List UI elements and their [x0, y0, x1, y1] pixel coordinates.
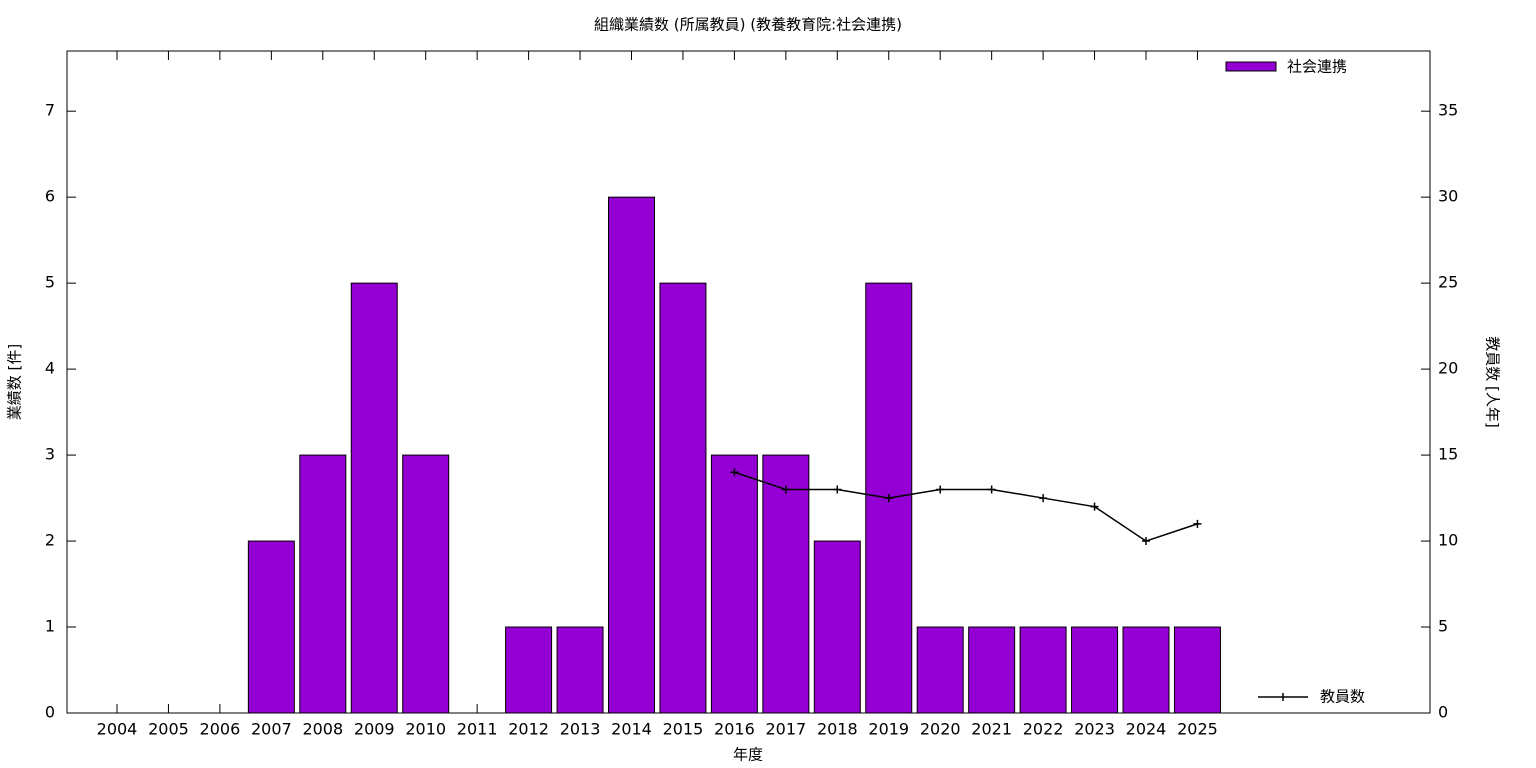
point [987, 485, 996, 494]
point [1193, 519, 1202, 528]
bar [968, 626, 1016, 714]
y-tick-label: 4 [45, 359, 55, 378]
y-tick-label: 1 [45, 617, 55, 636]
legend-swatch [1225, 61, 1277, 72]
bar [247, 540, 295, 714]
bar [659, 282, 707, 714]
x-tick-label: 2008 [302, 720, 343, 739]
x-tick-label: 2016 [714, 720, 755, 739]
x-tick-label: 2023 [1074, 720, 1115, 739]
y2-tick-label: 10 [1438, 531, 1458, 550]
y2-axis-label: 教員数 [人年] [1484, 336, 1502, 427]
legend-label: 教員数 [1320, 688, 1365, 706]
y2-tick-label: 30 [1438, 187, 1458, 206]
point [1142, 537, 1150, 546]
point [730, 468, 739, 477]
legend-label: 社会連携 [1287, 58, 1347, 76]
bar [556, 626, 604, 714]
x-tick-label: 2025 [1177, 720, 1218, 739]
point [781, 485, 790, 494]
x-tick-label: 2013 [560, 720, 601, 739]
line [734, 471, 1198, 542]
bar [350, 282, 398, 714]
y2-tick-label: 0 [1438, 703, 1448, 722]
y-tick-label: 5 [45, 273, 55, 292]
x-tick-label: 2021 [971, 720, 1012, 739]
point [1039, 494, 1048, 503]
point [1090, 502, 1099, 511]
y-tick-label: 0 [45, 703, 55, 722]
y-axis-label: 業績数 [件] [6, 344, 24, 420]
x-tick-label: 2015 [663, 720, 704, 739]
point [833, 485, 842, 494]
x-tick-label: 2007 [251, 720, 292, 739]
x-tick-label: 2017 [765, 720, 806, 739]
x-tick-label: 2010 [405, 720, 446, 739]
x-tick-label: 2019 [868, 720, 909, 739]
x-axis-label: 年度 [733, 746, 763, 764]
x-tick-label: 2006 [200, 720, 241, 739]
y2-tick-label: 15 [1438, 445, 1458, 464]
point [884, 494, 893, 503]
x-tick-label: 2024 [1126, 720, 1167, 739]
bar [1173, 626, 1221, 714]
bar [1019, 626, 1067, 714]
x-tick-label: 2011 [457, 720, 498, 739]
x-tick-label: 2014 [611, 720, 652, 739]
x-tick-label: 2004 [97, 720, 138, 739]
bar [608, 196, 655, 714]
bar [1071, 626, 1119, 714]
bar [505, 626, 553, 714]
bar [710, 454, 758, 714]
y2-tick-label: 5 [1438, 617, 1448, 636]
x-tick-label: 2009 [354, 720, 395, 739]
bar [813, 540, 861, 714]
chart-title: 組織業績数 (所属教員) (教養教育院:社会連携) [594, 16, 902, 34]
y2-tick-label: 25 [1438, 273, 1458, 292]
y-tick-label: 2 [45, 531, 55, 550]
bar [402, 454, 450, 714]
y2-tick-label: 35 [1438, 101, 1458, 120]
bar [299, 454, 347, 714]
y-tick-label: 3 [45, 445, 55, 464]
bar [1122, 626, 1170, 714]
x-tick-label: 2022 [1023, 720, 1064, 739]
y2-tick-label: 20 [1438, 359, 1458, 378]
bar [762, 454, 810, 714]
legend-swatch [1258, 693, 1308, 701]
bar [916, 626, 964, 714]
x-tick-label: 2018 [817, 720, 858, 739]
x-tick-label: 2012 [508, 720, 549, 739]
y-tick-label: 7 [45, 101, 55, 120]
plot-frame [66, 50, 1431, 714]
point [936, 485, 945, 494]
y-tick-label: 6 [45, 187, 55, 206]
x-tick-label: 2005 [148, 720, 189, 739]
x-tick-label: 2020 [920, 720, 961, 739]
